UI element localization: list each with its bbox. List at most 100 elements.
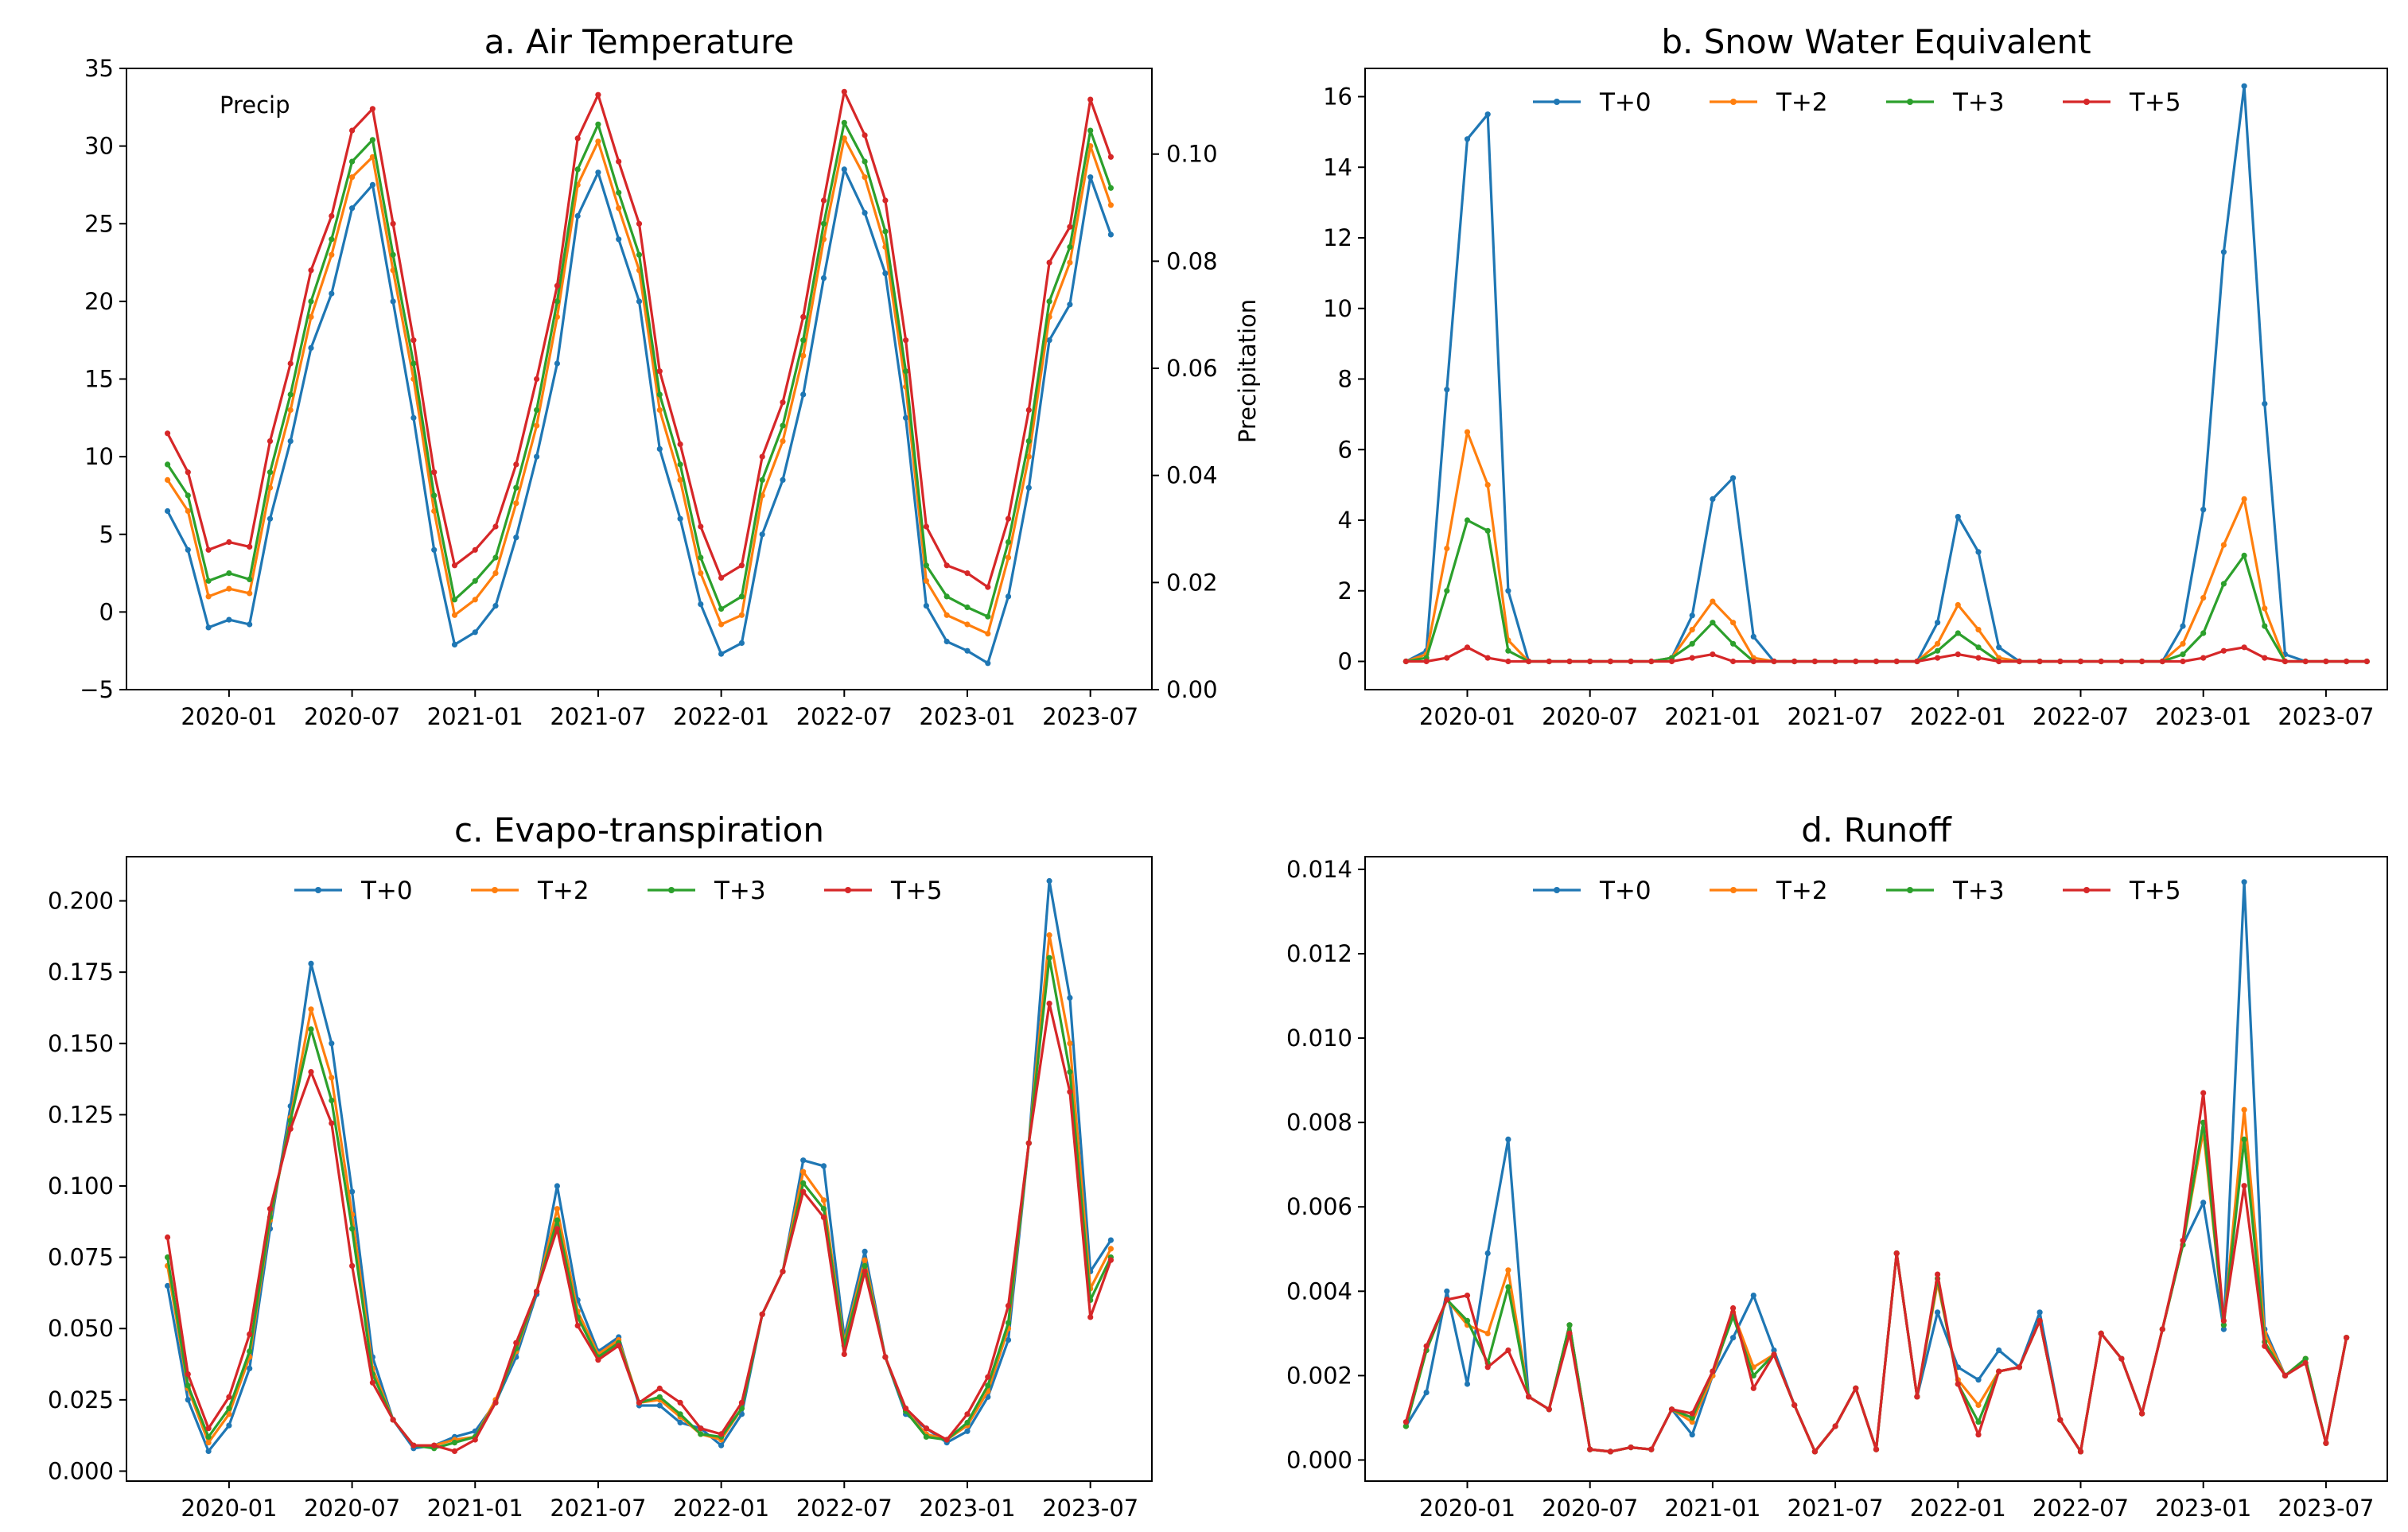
chart-d-point [1464,1317,1471,1324]
chart-a-point [985,584,991,590]
chart-a-point [1067,259,1073,266]
chart-b-point [1444,387,1450,393]
chart-c-point [738,1399,745,1406]
chart-b-point [1935,640,1941,647]
chart-a-point [308,298,314,305]
chart-b-point [1914,658,1920,665]
chart-b-ytick-label: 14 [1323,154,1352,181]
chart-d-point [1791,1402,1798,1409]
chart-c-point [1005,1320,1012,1326]
chart-b-point [2262,605,2268,612]
chart-a-point [882,197,889,204]
chart-b-legend-marker [1554,99,1560,105]
chart-d-point [2241,1183,2247,1189]
chart-c-point [349,1188,356,1195]
chart-a-point [595,121,601,127]
chart-d-point [1771,1347,1777,1354]
chart-d-point [1526,1394,1532,1400]
chart-a-ytick-label: 5 [99,521,114,548]
chart-d-point [2220,1326,2227,1332]
chart-c-point [431,1442,438,1448]
chart-d-point [2302,1359,2309,1367]
chart-b-point [2180,640,2186,647]
chart-c-point [820,1197,827,1203]
chart-b-point [2241,644,2247,651]
chart-d-point [2036,1309,2043,1316]
chart-a-point [287,391,294,398]
chart-d-point [1505,1267,1511,1273]
chart-a-point [677,476,683,484]
chart-c-ytick-label: 0.175 [48,958,114,986]
chart-d-point [1566,1330,1573,1336]
chart-b-point [2180,651,2186,658]
chart-c-point [1067,994,1073,1001]
chart-a-point [964,604,971,611]
chart-a-point [165,476,171,484]
chart-d-point [1975,1432,1982,1438]
chart-a-xtick-label: 2021-07 [550,703,646,730]
chart-b-point [1587,658,1593,665]
chart-b-ytick-label: 2 [1338,577,1352,605]
chart-a-point [266,515,274,522]
chart-c-point [656,1402,663,1409]
chart-a-point [329,212,335,220]
chart-b-point [1996,658,2002,665]
chart-c-point [1087,1314,1094,1320]
chart-d-point [1607,1448,1613,1455]
chart-b-point [1484,655,1491,661]
chart-a-point [903,368,909,375]
chart-c-ytick-label: 0.050 [48,1315,114,1342]
chart-a-y2tick-label: 0.02 [1166,569,1218,596]
chart-b-xtick-label: 2021-07 [1788,703,1884,730]
chart-a-point [534,406,540,414]
chart-d-frame [1364,856,2388,1482]
chart-c-title: c. Evapo-transpiration [454,811,824,850]
chart-b-point [1710,598,1716,605]
chart-b-point [2241,552,2247,559]
chart-d-point [1505,1347,1511,1354]
chart-a-point [349,158,356,165]
chart-a-point [369,154,375,160]
chart-c-point [329,1075,335,1081]
chart-a-point [308,344,314,351]
chart-c-point [165,1254,171,1261]
chart-c-point [718,1431,725,1437]
chart-c-point [800,1180,807,1186]
chart-a-point [472,629,478,636]
chart-b-legend-label: T+0 [1599,88,1651,117]
chart-a-point [964,621,971,628]
chart-a-point [677,515,683,522]
chart-d-point [1484,1250,1491,1257]
chart-c-point [247,1348,253,1355]
chart-a-point [349,127,356,134]
chart-c-point [451,1448,458,1454]
chart-a-point [759,453,765,460]
chart-b-point [2077,658,2084,665]
chart-d-xtick-label: 2022-01 [1910,1495,2006,1522]
chart-c-point [923,1425,929,1432]
chart-a-point [574,212,581,220]
chart-b-point [2302,658,2309,665]
chart-b-point [1689,627,1695,633]
chart-d-xtick-label: 2021-07 [1788,1495,1884,1522]
chart-c-legend-marker [315,887,321,893]
chart-a-point [780,399,786,406]
chart-c-point [800,1168,807,1175]
chart-c-legend-marker [492,887,498,893]
chart-c-point [554,1226,561,1232]
chart-a-point [636,220,643,227]
chart-d-point [1464,1293,1471,1299]
chart-b-point [1955,630,1961,636]
chart-a-point [882,228,889,235]
chart-c-point [1067,1040,1073,1047]
chart-a-point [1067,224,1073,230]
chart-d-point [2323,1440,2329,1446]
chart-c-point [185,1371,191,1378]
chart-b-ytick-label: 16 [1323,84,1352,111]
chart-b-legend-label: T+5 [2129,88,2181,117]
chart-d-point [1750,1385,1756,1391]
chart-a-point [185,507,191,515]
chart-c-legend-label: T+2 [537,877,589,905]
chart-a-ytick-label: 10 [84,443,114,470]
chart-a-point [656,368,663,375]
